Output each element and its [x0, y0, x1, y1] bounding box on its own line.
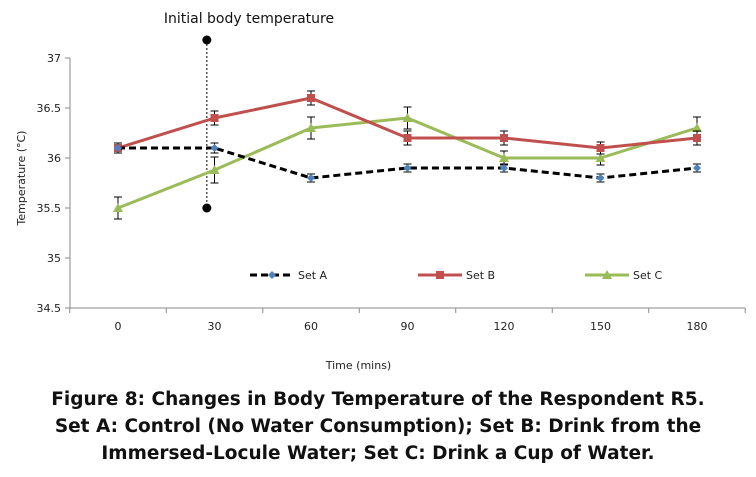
- legend-label: Set C: [633, 269, 663, 282]
- y-tick-label: 34.5: [37, 302, 62, 315]
- data-point: [403, 134, 412, 142]
- x-tick-label: 180: [687, 320, 708, 333]
- data-point: [210, 114, 219, 122]
- legend-item-set-c: Set C: [585, 269, 663, 282]
- data-point: [209, 165, 220, 174]
- legend-item-set-a: Set A: [250, 269, 328, 282]
- x-tick-label: 60: [304, 320, 318, 333]
- data-point: [595, 153, 606, 162]
- legend-marker: [436, 271, 444, 279]
- data-point: [693, 134, 701, 142]
- y-tick-label: 35: [47, 252, 61, 265]
- data-point: [500, 134, 508, 142]
- data-point: [692, 123, 702, 132]
- data-point: [307, 174, 315, 182]
- data-point: [114, 144, 122, 152]
- x-tick-label: 30: [208, 320, 222, 333]
- data-point: [403, 164, 412, 172]
- data-point: [596, 144, 605, 152]
- series-layer: [113, 90, 702, 220]
- y-tick-label: 35.5: [37, 202, 62, 215]
- y-tick-label: 36: [47, 152, 61, 165]
- data-point: [402, 113, 413, 122]
- initial-temperature-annotation: Initial body temperature: [164, 11, 334, 213]
- line-chart: 34.5 35 35.5 36 36.5 37 0 30 60 90 120 150 180 Time (…: [15, 11, 746, 372]
- data-point: [210, 144, 219, 152]
- legend-marker: [268, 271, 276, 279]
- data-point: [307, 94, 315, 102]
- data-point: [500, 164, 508, 172]
- caption-line-1: Figure 8: Changes in Body Temperature of…: [51, 389, 705, 410]
- series-set-b: [114, 90, 701, 155]
- data-point: [596, 174, 605, 182]
- annotation-top-dot: [202, 35, 212, 45]
- y-axis-title: Temperature (°C): [15, 131, 28, 227]
- x-tick-label: 90: [401, 320, 415, 333]
- annotation-label: Initial body temperature: [164, 11, 334, 27]
- y-tick-label: 37: [47, 52, 61, 65]
- caption-line-2: Set A: Control (No Water Consumption); S…: [54, 416, 702, 437]
- data-point: [113, 203, 123, 212]
- x-tick-label: 0: [115, 320, 122, 333]
- data-point: [499, 153, 509, 162]
- x-axis-title: Time (mins): [325, 359, 391, 372]
- legend: Set A Set B Set C: [250, 269, 663, 282]
- legend-item-set-b: Set B: [418, 269, 495, 282]
- x-tick-label: 120: [494, 320, 515, 333]
- data-point: [693, 164, 701, 172]
- series-set-a: [114, 142, 701, 183]
- figure-caption: Figure 8: Changes in Body Temperature of…: [0, 386, 756, 467]
- annotation-bottom-dot: [202, 203, 212, 213]
- legend-label: Set B: [466, 269, 495, 282]
- series-set-c: [113, 106, 702, 220]
- data-point: [306, 123, 316, 132]
- y-tick-label: 36.5: [37, 102, 62, 115]
- axes: 34.5 35 35.5 36 36.5 37 0 30 60 90 120 150 180 Time (…: [15, 52, 746, 372]
- caption-line-3: Immersed-Locule Water; Set C: Drink a Cu…: [101, 443, 655, 464]
- legend-label: Set A: [298, 269, 328, 282]
- x-tick-label: 150: [590, 320, 611, 333]
- legend-marker: [602, 270, 612, 279]
